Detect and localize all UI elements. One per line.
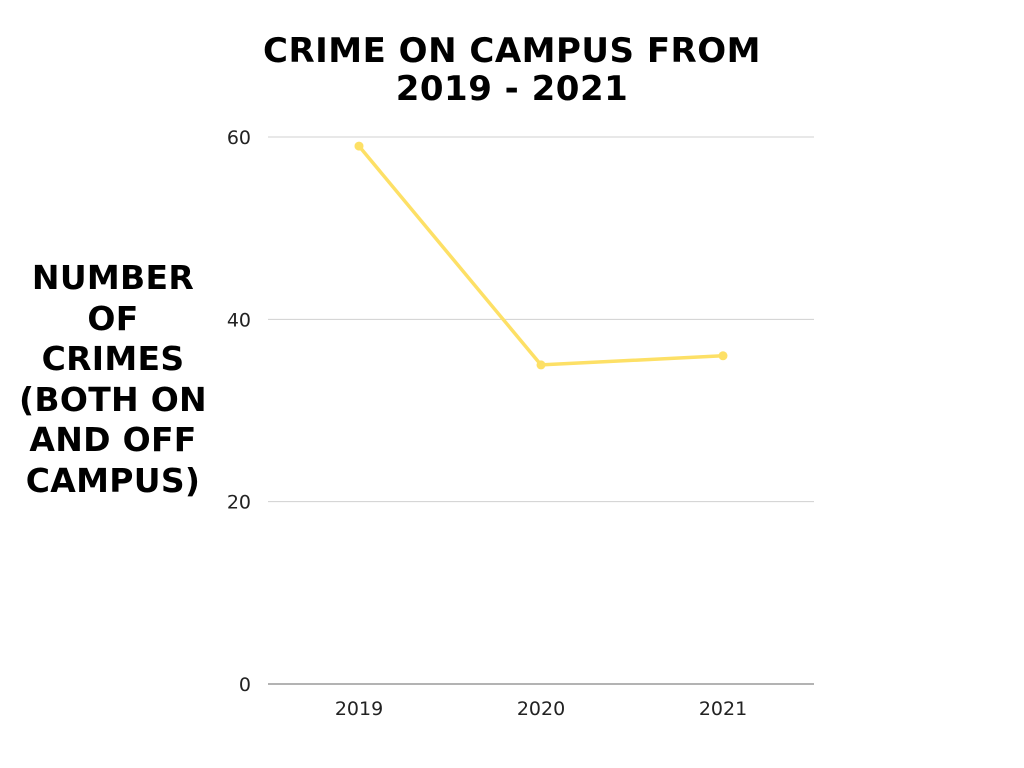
y-tick-label: 40	[227, 309, 251, 331]
x-tick-label: 2021	[699, 698, 747, 720]
y-axis-label-line-1: NUMBER	[31, 258, 195, 297]
data-point	[354, 141, 364, 151]
y-axis-label-line-2: OF	[87, 298, 139, 338]
chart-title: CRIME ON CAMPUS FROM 2019 - 2021	[212, 32, 812, 108]
y-tick-label: 20	[227, 492, 251, 514]
series-line	[357, 144, 725, 367]
data-point	[536, 360, 546, 370]
y-axis-label-line-5: AND OFF	[29, 420, 197, 459]
y-axis-label: NUMBER OF CRIMES (BOTH ON AND OFF CAMPUS…	[8, 258, 218, 501]
y-tick-label: 60	[227, 127, 251, 149]
y-tick-label: 0	[239, 674, 251, 696]
y-axis-label-line-4: (BOTH ON	[19, 379, 207, 419]
chart-title-line-2: 2019 - 2021	[395, 69, 629, 109]
y-axis-label-line-6: CAMPUS)	[25, 460, 201, 500]
x-tick-label: 2019	[335, 698, 383, 720]
x-tick-label: 2020	[517, 698, 565, 720]
chart-title-line-1: CRIME ON CAMPUS FROM	[263, 31, 761, 71]
y-axis-label-line-3: CRIMES	[41, 339, 185, 378]
data-point	[718, 351, 728, 361]
